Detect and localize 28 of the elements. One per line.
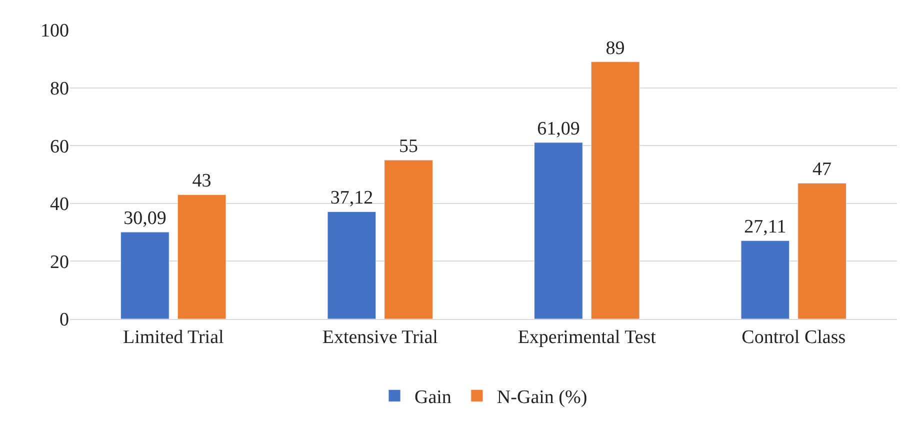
y-tick-label: 40	[50, 194, 69, 216]
x-tick-label: Control Class	[742, 326, 846, 348]
x-tick-label: Extensive Trial	[322, 326, 438, 348]
data-label: 43	[192, 170, 212, 192]
y-tick-label: 0	[60, 310, 69, 331]
data-label: 55	[399, 136, 418, 158]
data-label: 47	[812, 159, 832, 180]
data-label: 27,11	[744, 216, 786, 238]
x-tick-label: Limited Trial	[122, 326, 224, 348]
data-label: 61,09	[537, 118, 580, 140]
bar	[740, 240, 790, 319]
data-label: 30,09	[124, 208, 166, 230]
bar	[384, 160, 433, 319]
y-tick-label: 60	[50, 136, 69, 158]
bar	[534, 142, 583, 319]
y-tick-label: 20	[50, 252, 69, 273]
bar	[590, 62, 640, 319]
data-label: 37,12	[330, 188, 374, 209]
y-tick-label: 100	[40, 20, 69, 42]
bar	[798, 182, 846, 319]
x-tick-label: Experimental Test	[518, 326, 657, 348]
bar	[120, 232, 170, 319]
y-tick-label: 80	[50, 78, 69, 100]
bar	[327, 211, 376, 319]
legend-label: N-Gain (%)	[496, 387, 588, 408]
bar	[177, 194, 226, 319]
legend-label: Gain	[414, 387, 452, 408]
data-label: 89	[606, 38, 625, 59]
